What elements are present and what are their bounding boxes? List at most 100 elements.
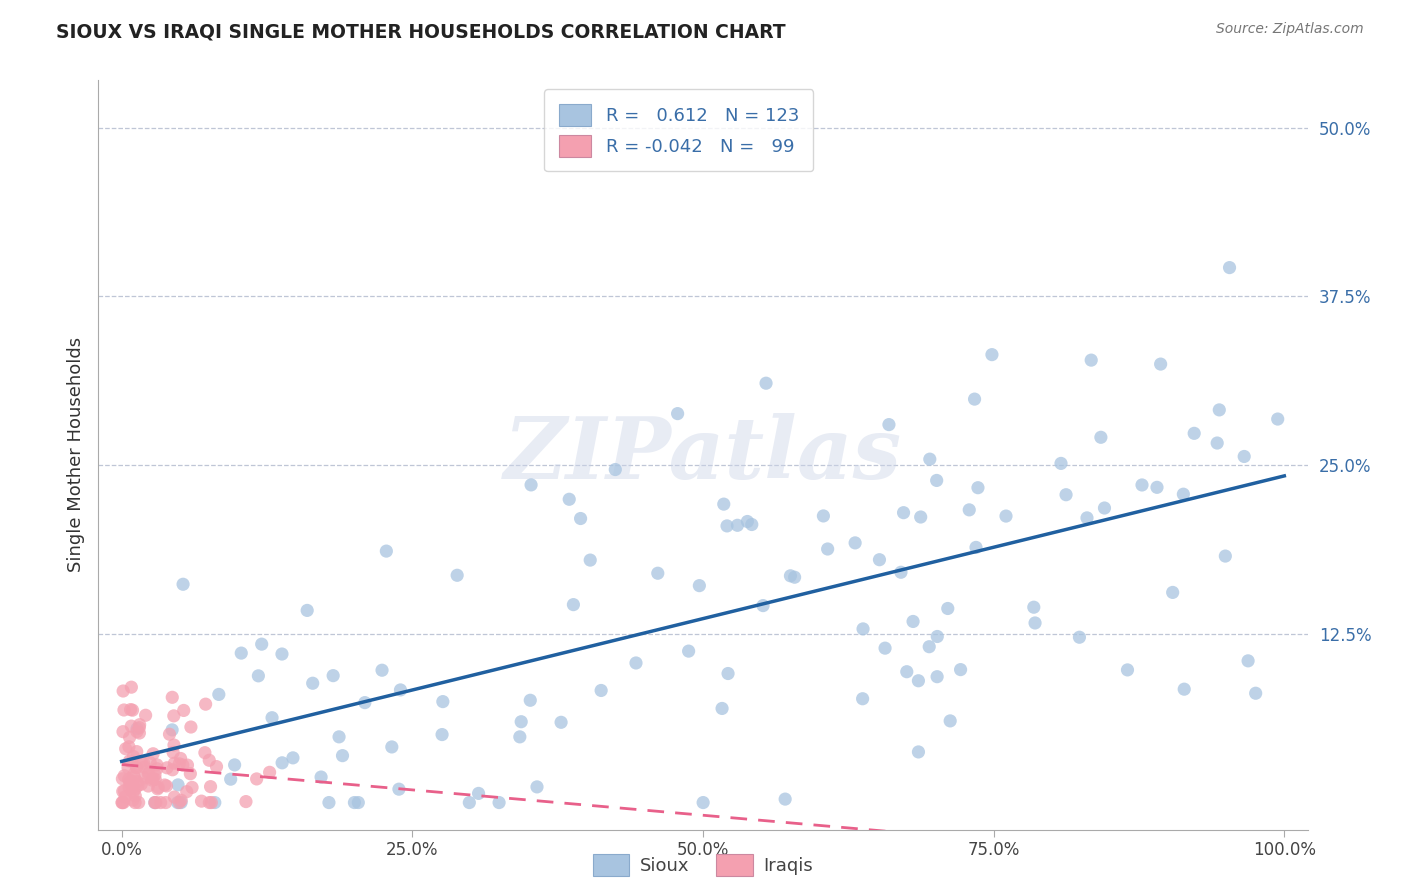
Point (927, 630, 949, 644)
Point (550, 715, 572, 730)
Point (136, 779, 159, 793)
Point (260, 711, 283, 725)
Point (907, 673, 929, 688)
Point (156, 761, 179, 775)
Point (224, 758, 246, 772)
Point (121, 793, 143, 807)
Point (692, 796, 714, 810)
Point (579, 553, 602, 567)
Point (430, 728, 453, 742)
Point (142, 772, 165, 786)
Point (122, 785, 145, 799)
Point (1161, 585, 1184, 599)
Point (163, 789, 186, 804)
Point (716, 519, 738, 533)
Point (160, 723, 183, 737)
Point (844, 536, 866, 550)
Point (910, 510, 932, 524)
Point (231, 646, 253, 660)
Point (129, 755, 152, 769)
Point (125, 745, 148, 759)
Point (713, 497, 735, 511)
Point (143, 796, 166, 810)
Point (194, 697, 217, 711)
Point (143, 796, 166, 810)
Point (1069, 630, 1091, 644)
Point (139, 756, 162, 770)
Point (1233, 450, 1256, 464)
Point (149, 796, 172, 810)
Point (737, 515, 759, 529)
Point (235, 795, 257, 809)
Point (389, 682, 412, 697)
Point (562, 598, 585, 612)
Point (446, 568, 468, 582)
Point (271, 756, 294, 770)
Point (711, 701, 734, 715)
Point (114, 741, 136, 756)
Point (134, 760, 156, 774)
Point (1208, 403, 1230, 417)
Point (813, 508, 835, 523)
Point (159, 727, 181, 741)
Point (332, 748, 354, 763)
Point (162, 763, 184, 777)
Point (519, 693, 541, 707)
Point (347, 796, 370, 810)
Point (301, 676, 323, 690)
Point (142, 747, 165, 761)
Point (458, 796, 481, 810)
Point (114, 789, 136, 804)
Point (121, 703, 143, 717)
Point (353, 696, 375, 710)
Point (120, 680, 142, 694)
Point (755, 376, 778, 391)
Point (134, 771, 156, 785)
Point (963, 392, 986, 406)
Point (322, 668, 344, 682)
Point (127, 779, 149, 793)
Point (200, 796, 222, 810)
Point (250, 637, 273, 651)
Point (146, 762, 169, 776)
Point (259, 765, 281, 780)
Point (118, 731, 141, 745)
Point (1022, 600, 1045, 615)
Point (153, 778, 176, 792)
Point (967, 481, 990, 495)
Point (111, 796, 134, 810)
Point (925, 474, 948, 488)
Point (138, 765, 160, 780)
Point (146, 781, 169, 796)
Point (198, 796, 221, 810)
Point (893, 506, 915, 520)
Point (901, 615, 924, 629)
Point (591, 683, 613, 698)
Point (949, 663, 972, 677)
Point (1215, 549, 1237, 563)
Point (128, 726, 150, 740)
Point (381, 739, 404, 754)
Point (112, 703, 135, 717)
Point (219, 772, 242, 787)
Point (112, 684, 135, 698)
Point (569, 511, 592, 525)
Point (136, 767, 159, 781)
Point (163, 709, 186, 723)
Point (117, 761, 139, 775)
Point (181, 780, 204, 795)
Point (295, 603, 318, 617)
Point (927, 670, 949, 684)
Point (145, 796, 167, 810)
Point (678, 644, 700, 658)
Point (111, 772, 134, 786)
Point (122, 767, 145, 781)
Point (318, 796, 340, 810)
Point (1173, 487, 1195, 501)
Point (143, 772, 166, 787)
Point (1116, 663, 1139, 677)
Point (1090, 430, 1112, 444)
Point (112, 784, 135, 798)
Point (112, 796, 135, 810)
Point (122, 749, 145, 764)
